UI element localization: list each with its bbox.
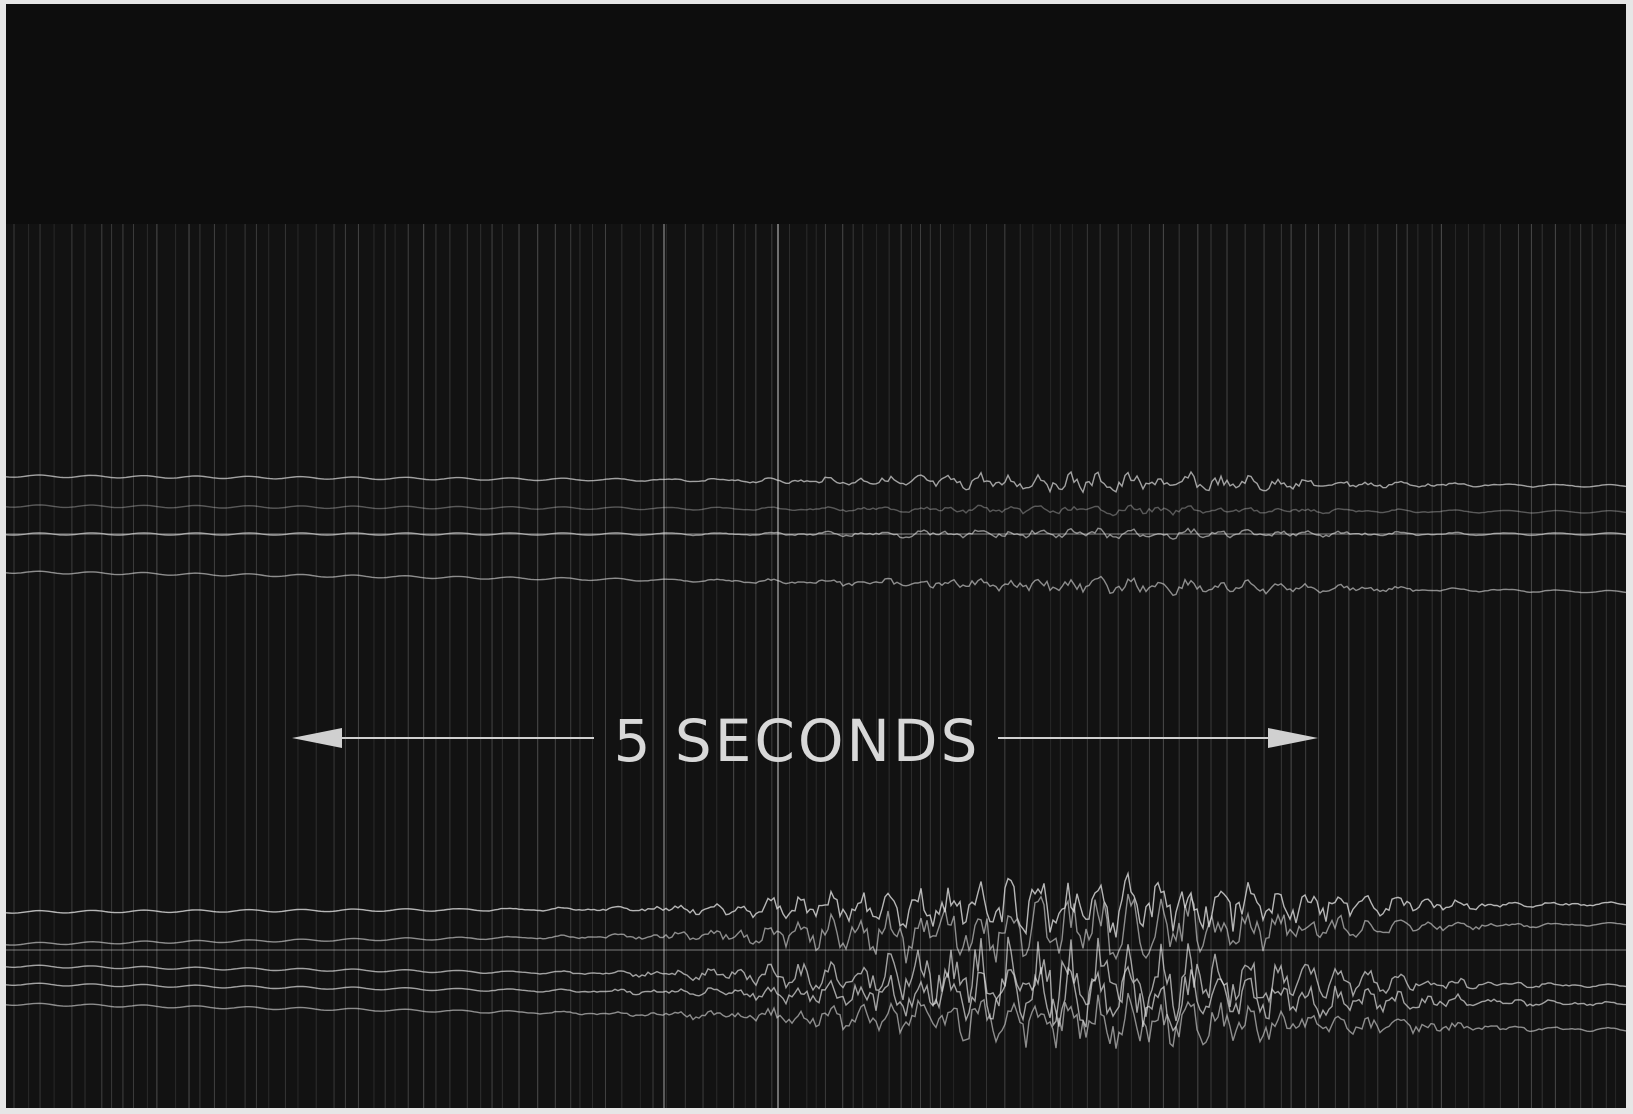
trace	[5, 965, 1627, 1032]
traces	[5, 470, 1627, 1049]
scale-bar: 5 SECONDS	[292, 707, 1318, 775]
arrow-head-right	[1268, 728, 1318, 748]
time-marks	[13, 224, 1617, 1108]
trace	[5, 871, 1627, 938]
trace	[5, 893, 1627, 964]
trace	[5, 936, 1627, 1028]
trace	[5, 470, 1627, 494]
arrow-head-left	[292, 728, 342, 748]
trace	[5, 570, 1627, 597]
trace	[5, 504, 1627, 517]
top-band	[6, 4, 1626, 224]
scale-label: 5 SECONDS	[614, 707, 981, 775]
trace	[5, 992, 1627, 1049]
